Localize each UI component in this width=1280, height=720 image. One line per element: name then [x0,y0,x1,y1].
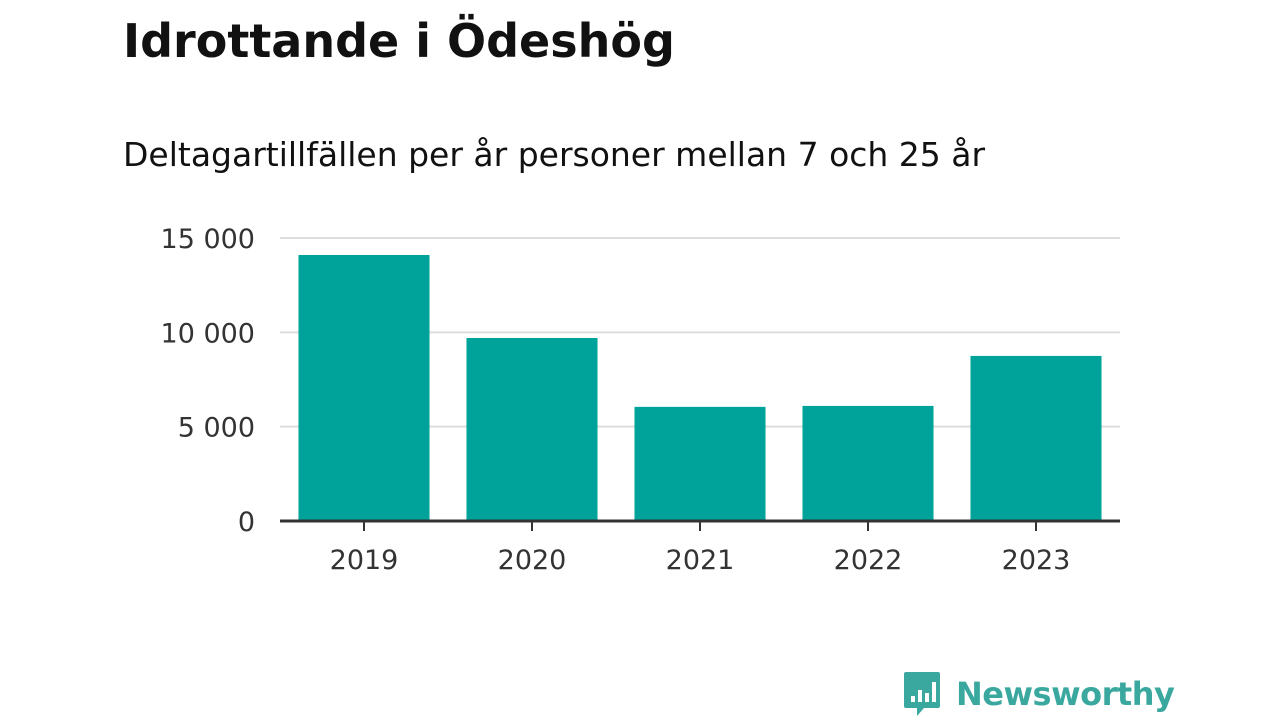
y-tick-label: 15 000 [161,224,255,255]
x-tick-label: 2022 [834,545,903,576]
brand-footer: Newsworthy [902,670,1175,718]
bar-2023 [970,355,1102,521]
y-tick-label: 5 000 [178,413,255,444]
bar-2019 [298,254,430,522]
bar-2020 [466,337,598,521]
chart-title: Idrottande i Ödeshög [123,14,675,68]
chart-subtitle: Deltagartillfällen per år personer mella… [123,135,986,174]
y-tick-label: 0 [238,507,255,538]
newsworthy-logo-icon [904,672,940,716]
bar-2021 [634,406,766,521]
y-axis-ticks: 0 5 000 10 000 15 000 [161,224,255,538]
bar-2022 [802,405,934,521]
x-tick-label: 2021 [666,545,735,576]
x-tick-label: 2019 [330,545,399,576]
x-axis-ticks: 2019 2020 2021 2022 2023 [330,521,1071,576]
y-tick-label: 10 000 [161,318,255,349]
x-tick-label: 2023 [1002,545,1071,576]
x-tick-label: 2020 [498,545,567,576]
brand-name: Newsworthy [956,675,1175,713]
bars [298,254,1102,522]
